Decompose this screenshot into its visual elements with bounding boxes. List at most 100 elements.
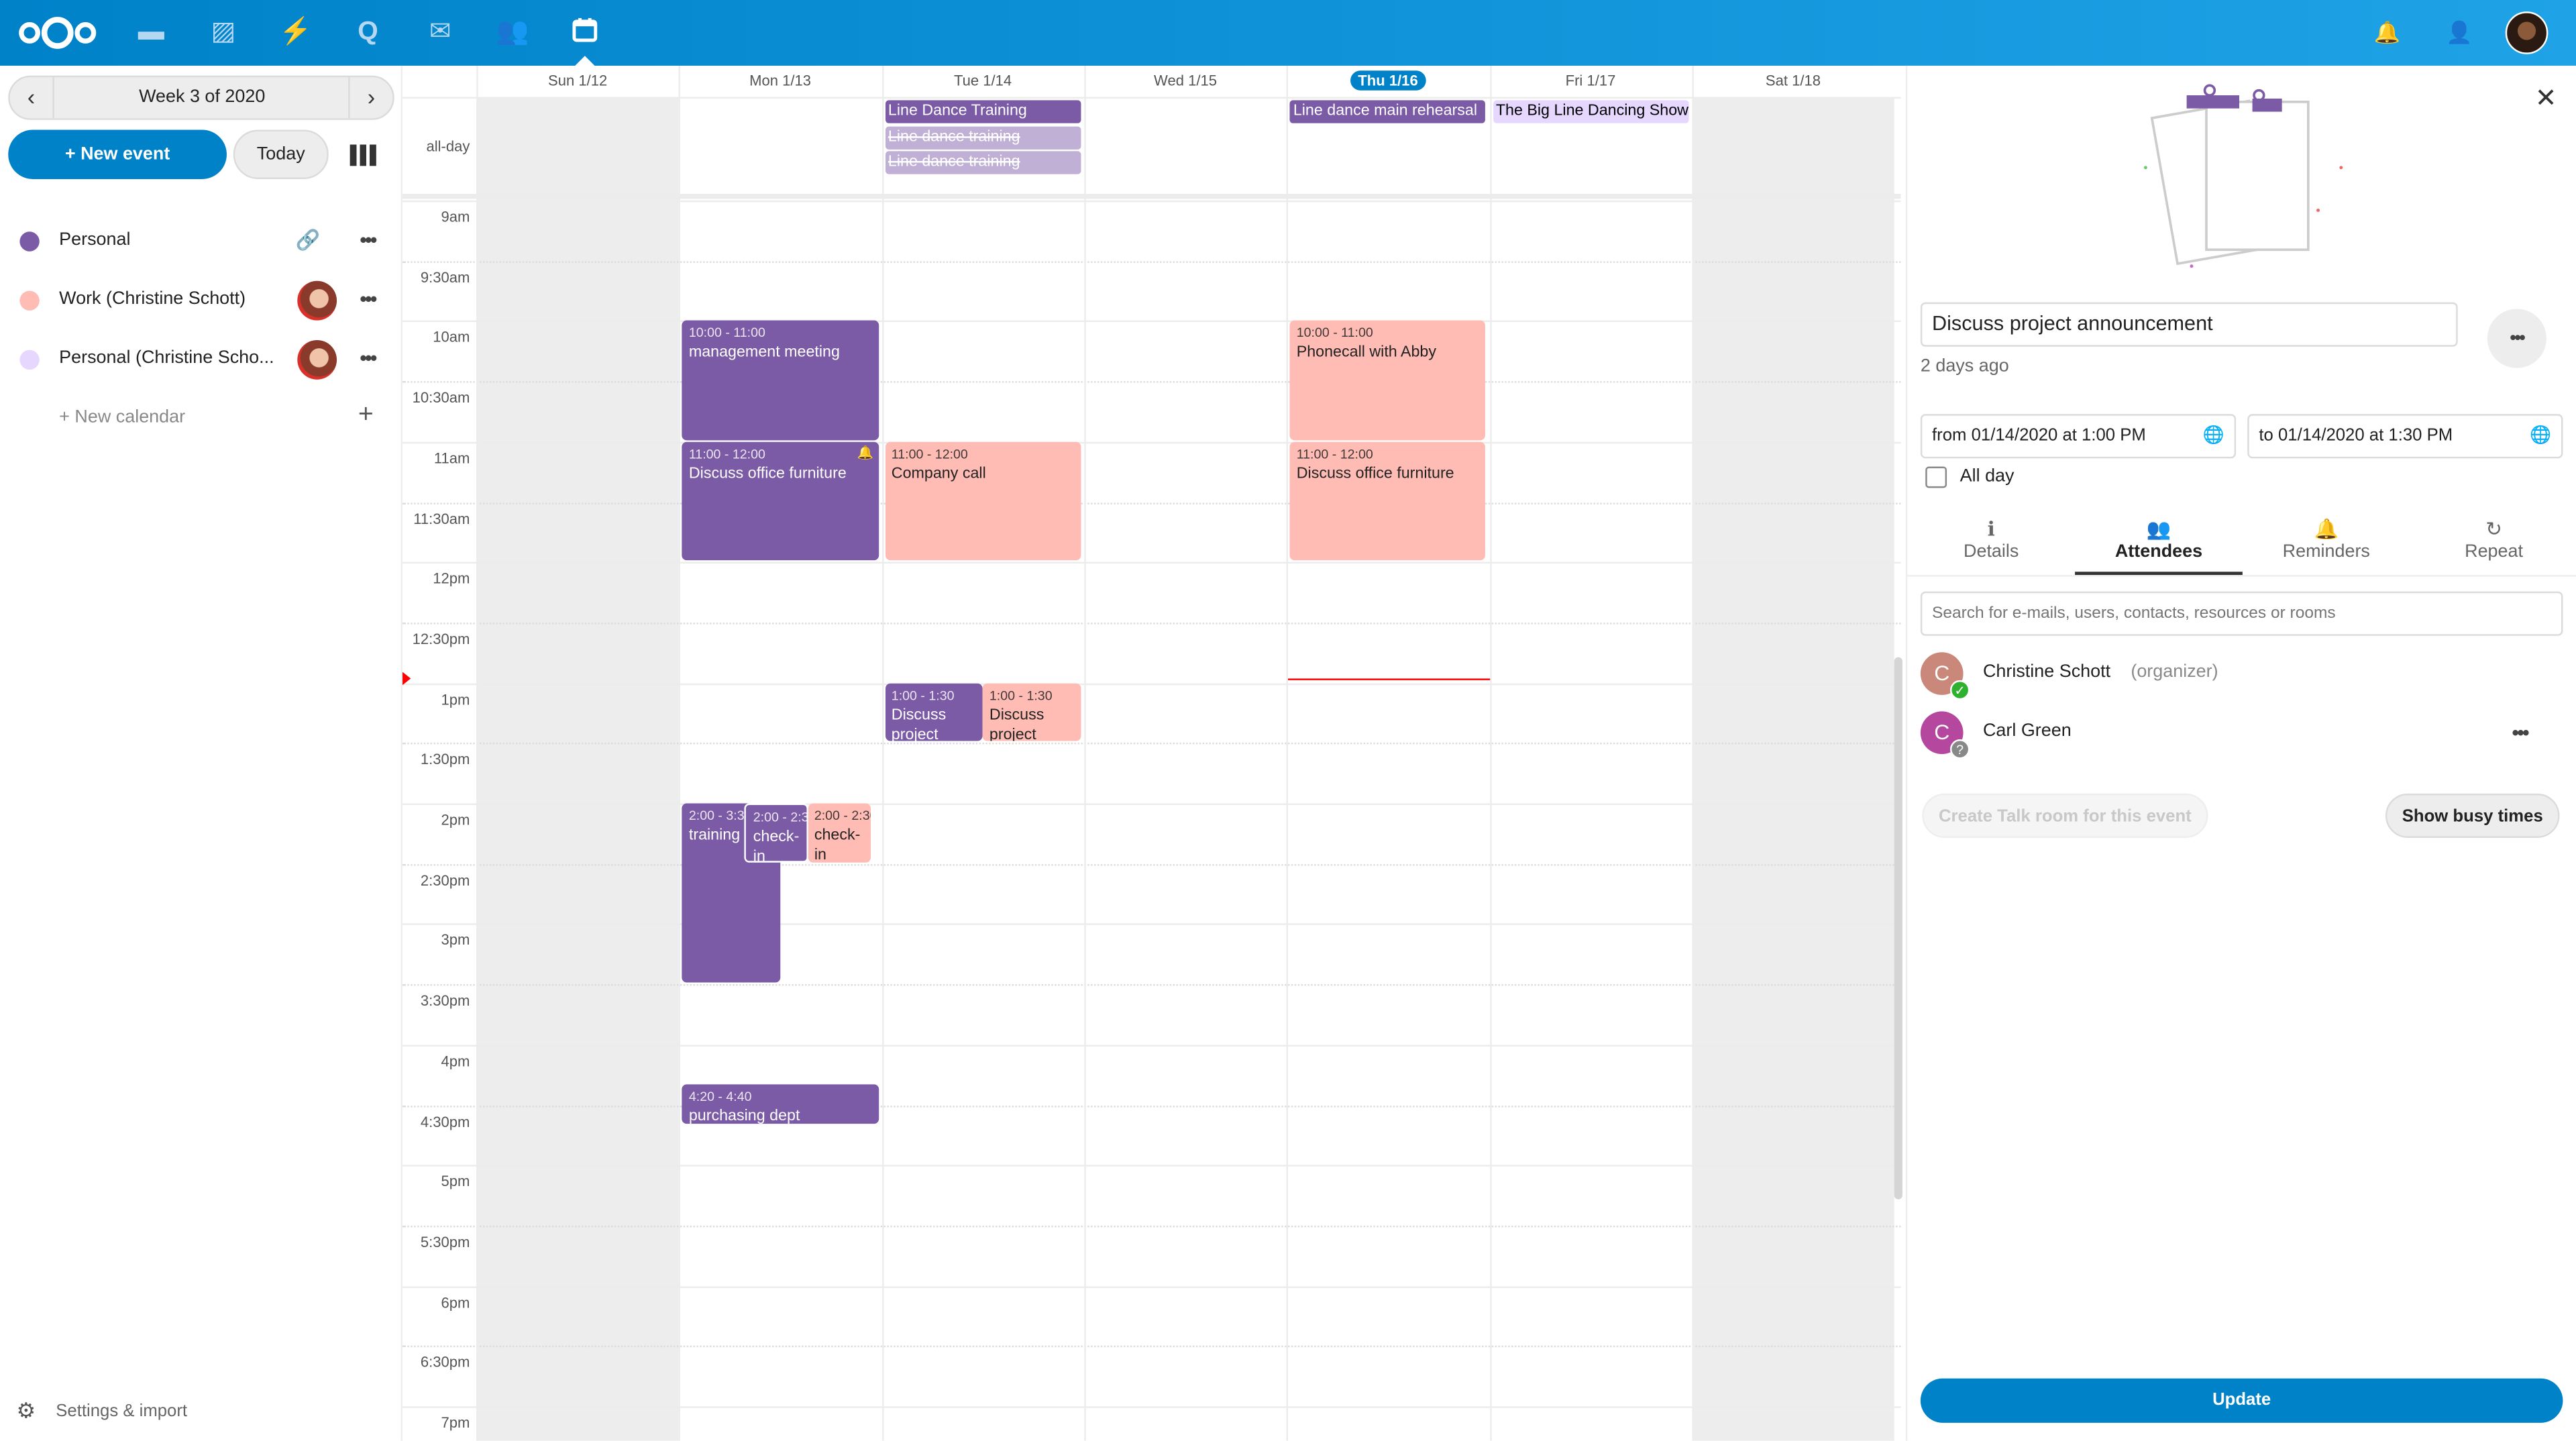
day-column[interactable] [1691, 65, 1894, 1441]
settings-button[interactable]: ⚙ Settings & import [16, 1398, 345, 1428]
tab-attendees[interactable]: 👥 Attendees [2075, 513, 2243, 576]
event-block[interactable]: 2:00 - 2:30 check-in [808, 803, 871, 862]
day-header[interactable]: Sat 1/18 [1692, 66, 1894, 97]
allday-event[interactable]: Line dance training [885, 125, 1081, 149]
allday-event[interactable]: The Big Line Dancing Show [1492, 100, 1689, 123]
hour-line [402, 682, 1901, 685]
new-event-button[interactable]: + New event [8, 129, 227, 179]
event-editor-panel: ✕ Discuss project announcement ••• 2 day… [1905, 65, 2576, 1441]
more-icon[interactable]: ••• [360, 346, 377, 370]
contacts-menu-icon[interactable]: 👤 [2446, 19, 2473, 45]
day-column[interactable] [881, 65, 1084, 1441]
today-button[interactable]: Today [233, 129, 329, 179]
time-label: 10am [433, 329, 470, 346]
day-header[interactable]: Wed 1/15 [1084, 66, 1287, 97]
more-icon[interactable]: ••• [360, 287, 377, 311]
event-title-input[interactable]: Discuss project announcement [1920, 302, 2458, 347]
calendar-item-work[interactable]: Work (Christine Schott) ••• [0, 276, 402, 325]
start-date-input[interactable]: from 01/14/2020 at 1:00 PM 🌐 [1920, 414, 2237, 459]
nextcloud-logo[interactable] [16, 13, 98, 53]
event-block[interactable]: 4:20 - 4:40 purchasing dept [682, 1084, 879, 1124]
view-switcher-icon[interactable] [350, 144, 376, 166]
calendar-color-dot[interactable] [19, 350, 40, 370]
tab-reminders[interactable]: 🔔 Reminders [2243, 513, 2410, 575]
files-icon[interactable]: ▬ [138, 17, 164, 46]
timezone-globe-icon[interactable]: 🌐 [2530, 425, 2552, 445]
event-title: Discuss office furniture [688, 464, 847, 483]
start-date-value: from 01/14/2020 at 1:00 PM [1932, 425, 2146, 445]
calendar-color-dot[interactable] [19, 290, 40, 311]
event-time: 1:00 - 1:30 [989, 688, 1053, 703]
day-header-label: Thu 1/16 [1350, 70, 1426, 91]
day-header[interactable]: Mon 1/13 [679, 66, 881, 97]
allday-event[interactable]: Line Dance Training [885, 100, 1081, 123]
day-header[interactable]: Thu 1/16 [1287, 66, 1489, 97]
close-icon[interactable]: ✕ [2534, 85, 2557, 113]
hour-line [402, 441, 1901, 443]
event-block[interactable]: 1:00 - 1:30 Discuss project announcement [885, 682, 983, 742]
tabs-divider [1907, 575, 2576, 577]
activity-icon[interactable]: ⚡ [279, 17, 313, 46]
new-calendar-button[interactable]: + New calendar + [0, 394, 402, 443]
event-time: 11:00 - 12:00 [891, 446, 968, 462]
event-time: 2:00 - 2:30 [814, 808, 871, 823]
plus-icon[interactable]: + [358, 401, 374, 429]
half-hour-line [402, 502, 1901, 504]
end-date-input[interactable]: to 01/14/2020 at 1:30 PM 🌐 [2247, 414, 2563, 459]
next-week-button[interactable]: › [348, 77, 392, 119]
notifications-icon[interactable]: 🔔 [2373, 19, 2401, 45]
event-block[interactable]: 11:00 - 12:00 Discuss office furniture 🔔 [682, 441, 879, 561]
allday-event[interactable]: Line dance main rehearsal [1289, 100, 1487, 123]
calendar-icon[interactable] [568, 16, 601, 49]
timezone-globe-icon[interactable]: 🌐 [2202, 425, 2224, 445]
day-header[interactable]: Sun 1/12 [476, 66, 679, 97]
update-button[interactable]: Update [1920, 1378, 2563, 1423]
event-time: 11:00 - 12:00 [688, 446, 765, 462]
create-talk-room-button[interactable]: Create Talk room for this event [1922, 793, 2208, 838]
day-column[interactable] [679, 65, 881, 1441]
event-block[interactable]: 1:00 - 1:30 Discuss project [983, 682, 1081, 742]
day-column[interactable] [1084, 65, 1287, 1441]
event-block[interactable]: 11:00 - 12:00 Company call [885, 441, 1081, 561]
event-block[interactable]: 10:00 - 11:00 Phonecall with Abby [1289, 321, 1487, 440]
event-block[interactable]: 10:00 - 11:00 management meeting [682, 321, 879, 440]
all-day-checkbox[interactable] [1925, 466, 1947, 488]
photos-icon[interactable]: ▨ [211, 17, 236, 46]
event-block[interactable]: 2:00 - 2:30 check-in [745, 803, 808, 862]
show-busy-times-button[interactable]: Show busy times [2385, 793, 2560, 838]
mail-icon[interactable]: ✉ [429, 17, 451, 46]
tab-repeat[interactable]: ↻ Repeat [2410, 513, 2576, 575]
tab-label: Reminders [2282, 542, 2370, 562]
grid-scrollbar[interactable] [1894, 657, 1902, 1199]
attendee-search-input[interactable] [1920, 591, 2563, 636]
day-header[interactable]: Tue 1/14 [881, 66, 1084, 97]
calendar-item-personal-shared[interactable]: Personal (Christine Scho... ••• [0, 335, 402, 384]
calendar-color-dot[interactable] [19, 231, 40, 252]
day-column[interactable] [476, 65, 679, 1441]
calendar-item-personal[interactable]: Personal 🔗 ••• [0, 217, 402, 266]
week-label[interactable]: Week 3 of 2020 [139, 87, 266, 107]
settings-label: Settings & import [56, 1401, 188, 1422]
new-calendar-label: + New calendar [59, 407, 186, 427]
day-column[interactable] [1489, 65, 1692, 1441]
all-day-label[interactable]: All day [1960, 466, 2015, 486]
attendee-more-icon[interactable]: ••• [2512, 721, 2530, 745]
more-icon[interactable]: ••• [360, 228, 377, 252]
event-actions-button[interactable]: ••• [2487, 309, 2546, 368]
time-label: 1pm [441, 691, 470, 708]
day-column[interactable] [1287, 65, 1489, 1441]
accepted-status-icon: ✓ [1949, 680, 1970, 700]
attendee-row: C ? Carl Green ••• [1920, 708, 2563, 759]
allday-event[interactable]: Line dance training [885, 151, 1081, 174]
previous-week-button[interactable]: ‹ [10, 77, 54, 119]
contacts-icon[interactable]: 👥 [496, 17, 529, 46]
tab-details[interactable]: ℹ Details [1907, 513, 2075, 575]
user-avatar[interactable] [2505, 11, 2548, 54]
gear-icon: ⚙ [16, 1398, 36, 1423]
event-block[interactable]: 11:00 - 12:00 Discuss office furniture [1289, 441, 1487, 561]
share-link-icon[interactable]: 🔗 [295, 228, 321, 252]
event-time: 1:00 - 1:30 [891, 688, 955, 703]
day-header[interactable]: Fri 1/17 [1489, 66, 1692, 97]
event-block[interactable]: 2:00 - 3:30 training [682, 803, 781, 983]
talk-icon[interactable]: Q [358, 17, 378, 46]
